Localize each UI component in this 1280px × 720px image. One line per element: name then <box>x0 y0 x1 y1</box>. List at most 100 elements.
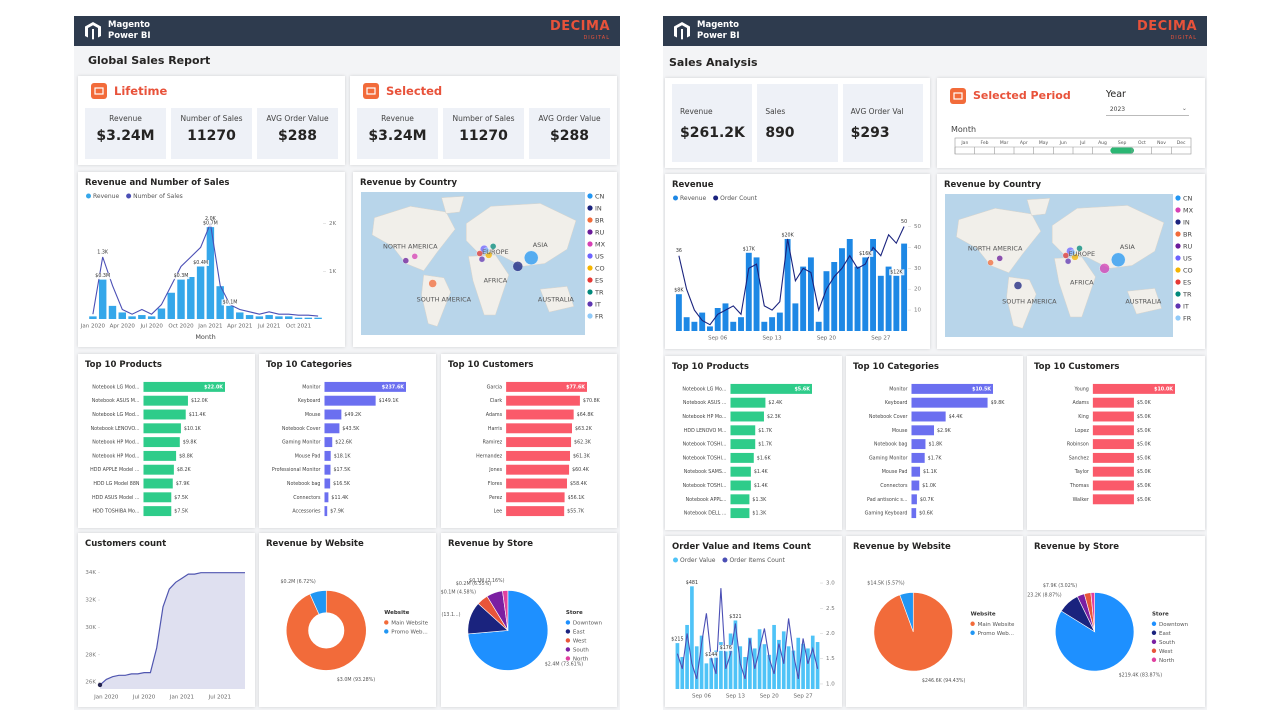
y2-tick-label: 20 <box>914 287 921 293</box>
bar-value-label: $62.3K <box>574 440 592 446</box>
bar <box>226 305 234 319</box>
legend-label: Downtown <box>1159 622 1189 628</box>
y-tick-label: 30K <box>85 625 96 631</box>
bar-category-label: HDD LENOVO M... <box>684 428 727 434</box>
legend-label: TR <box>1182 291 1192 299</box>
bar-value-label: $1.8K <box>928 442 943 448</box>
country-bubble <box>987 259 994 266</box>
bar <box>690 586 694 689</box>
bar <box>1092 383 1175 394</box>
bar <box>870 239 877 331</box>
legend-dot <box>587 193 593 199</box>
bar <box>143 381 225 392</box>
bar-category-label: Notebook HP Mo... <box>682 414 726 420</box>
label-bg <box>704 651 719 658</box>
bar-value-label: $12.0K <box>191 398 209 404</box>
bar-value-label: $149.1K <box>379 398 400 404</box>
icon-glyph <box>366 87 376 95</box>
land <box>371 206 456 272</box>
bar <box>143 423 181 434</box>
bar <box>1092 411 1134 422</box>
bar-value-label: $1.6K <box>757 455 772 461</box>
country-bubble <box>411 253 418 260</box>
legend-dot <box>1175 303 1181 309</box>
land <box>1054 256 1096 318</box>
x-tick-label: Jan 2021 <box>197 324 222 330</box>
bar <box>324 409 342 420</box>
label-bg <box>94 273 112 280</box>
bar <box>324 381 406 392</box>
bar-category-label: Notebook bag <box>874 442 908 448</box>
country-bubble <box>483 247 490 254</box>
combo-panel: Order Value and Items Count Order Value Or… <box>665 536 842 707</box>
region-label: AUSTRALIA <box>538 295 575 303</box>
panel-graphics: Monitor $10.5K Keyboard $9.8K Notebook Cover… <box>865 383 1005 519</box>
bar <box>324 506 328 517</box>
bar-category-label: Jones <box>488 467 502 473</box>
kpi-card: Revenue $261.2K <box>672 84 753 162</box>
bar-value-label: $63.2K <box>575 426 593 432</box>
bar-value-label: $215 <box>671 637 683 643</box>
legend-label: Order Count <box>720 195 757 202</box>
kpi-panel: Lifetime Revenue $3.24M Number of Sales 1127… <box>78 76 345 165</box>
bar-value-label: $16.5K <box>333 481 351 487</box>
bar <box>743 656 747 689</box>
x-tick-label: Sep 13 <box>763 336 783 342</box>
bar <box>506 423 572 434</box>
bar <box>810 635 815 689</box>
bar-value-label: $0.6K <box>919 511 934 517</box>
bar-category-label: HDD LG Model 88N <box>93 481 139 487</box>
kpi-card: Revenue $3.24M <box>357 108 438 159</box>
bar <box>901 243 908 331</box>
panel-title: Top 10 Customers <box>1034 362 1120 372</box>
year-value: 2023 <box>1109 106 1126 113</box>
bar <box>265 315 273 319</box>
bar-category-label: Notebook LENOVO... <box>91 426 140 432</box>
y2-tick-label: 40 <box>914 245 921 251</box>
period-title: Selected Period <box>973 89 1071 102</box>
combo-panel: Revenue and Number of Sales Revenue Number… <box>78 172 345 347</box>
bar <box>1092 480 1134 491</box>
bar <box>911 494 917 505</box>
country-bubble <box>1111 252 1126 267</box>
kpi-label: AVG Order Value <box>266 114 329 123</box>
bar-category-label: Gaming Keyboard <box>865 511 908 517</box>
bar <box>506 381 587 392</box>
y2-tick-label: 1.5 <box>826 656 835 662</box>
legend-label: Promo Web... <box>391 629 428 635</box>
legend-label: CO <box>1183 267 1193 275</box>
month-option: Nov <box>1157 140 1166 146</box>
bar-category-label: Notebook Cover <box>282 426 321 432</box>
legend-label: North <box>1159 658 1175 664</box>
bar-category-label: King <box>1078 414 1089 420</box>
x-tick-label: Sep 20 <box>760 694 780 700</box>
x-tick-label: Jul 2021 <box>257 324 280 330</box>
bar-value-label: $7.9K <box>330 509 345 515</box>
country-bubble <box>478 256 486 263</box>
label-bg <box>172 273 190 280</box>
label-bg <box>718 644 733 651</box>
panel-graphics: $219.4K (83.87%) $23.2K (8.87%) $7.9K (3.0… <box>1027 583 1189 678</box>
panel-title: Revenue by Website <box>853 542 951 552</box>
bar <box>506 492 565 503</box>
panel-graphics: Monitor $237.6K Keyboard $149.1K Mouse $49.2K… <box>272 381 406 517</box>
bar-category-label: Lee <box>494 509 503 515</box>
label-bg <box>741 246 757 253</box>
bar <box>324 437 333 448</box>
bar-category-label: Mouse <box>892 428 908 434</box>
legend-label: MX <box>595 241 606 249</box>
bar <box>862 257 869 331</box>
bar-category-label: Walker <box>1073 497 1089 503</box>
bar-value-label: $5.0K <box>1137 400 1152 406</box>
kpi-label: AVG Order Val <box>850 107 904 117</box>
year-label: Year <box>1105 89 1126 100</box>
label-bg <box>221 299 239 306</box>
bar <box>730 425 756 436</box>
bar <box>911 411 946 422</box>
legend-title: Store <box>566 610 583 616</box>
bar-category-label: Notebook TOSHI... <box>683 442 727 448</box>
legend-label: ES <box>595 277 603 285</box>
bar-value-label: $55.7K <box>567 509 585 515</box>
legend-dot <box>1151 639 1157 644</box>
logo-shape <box>85 22 101 40</box>
